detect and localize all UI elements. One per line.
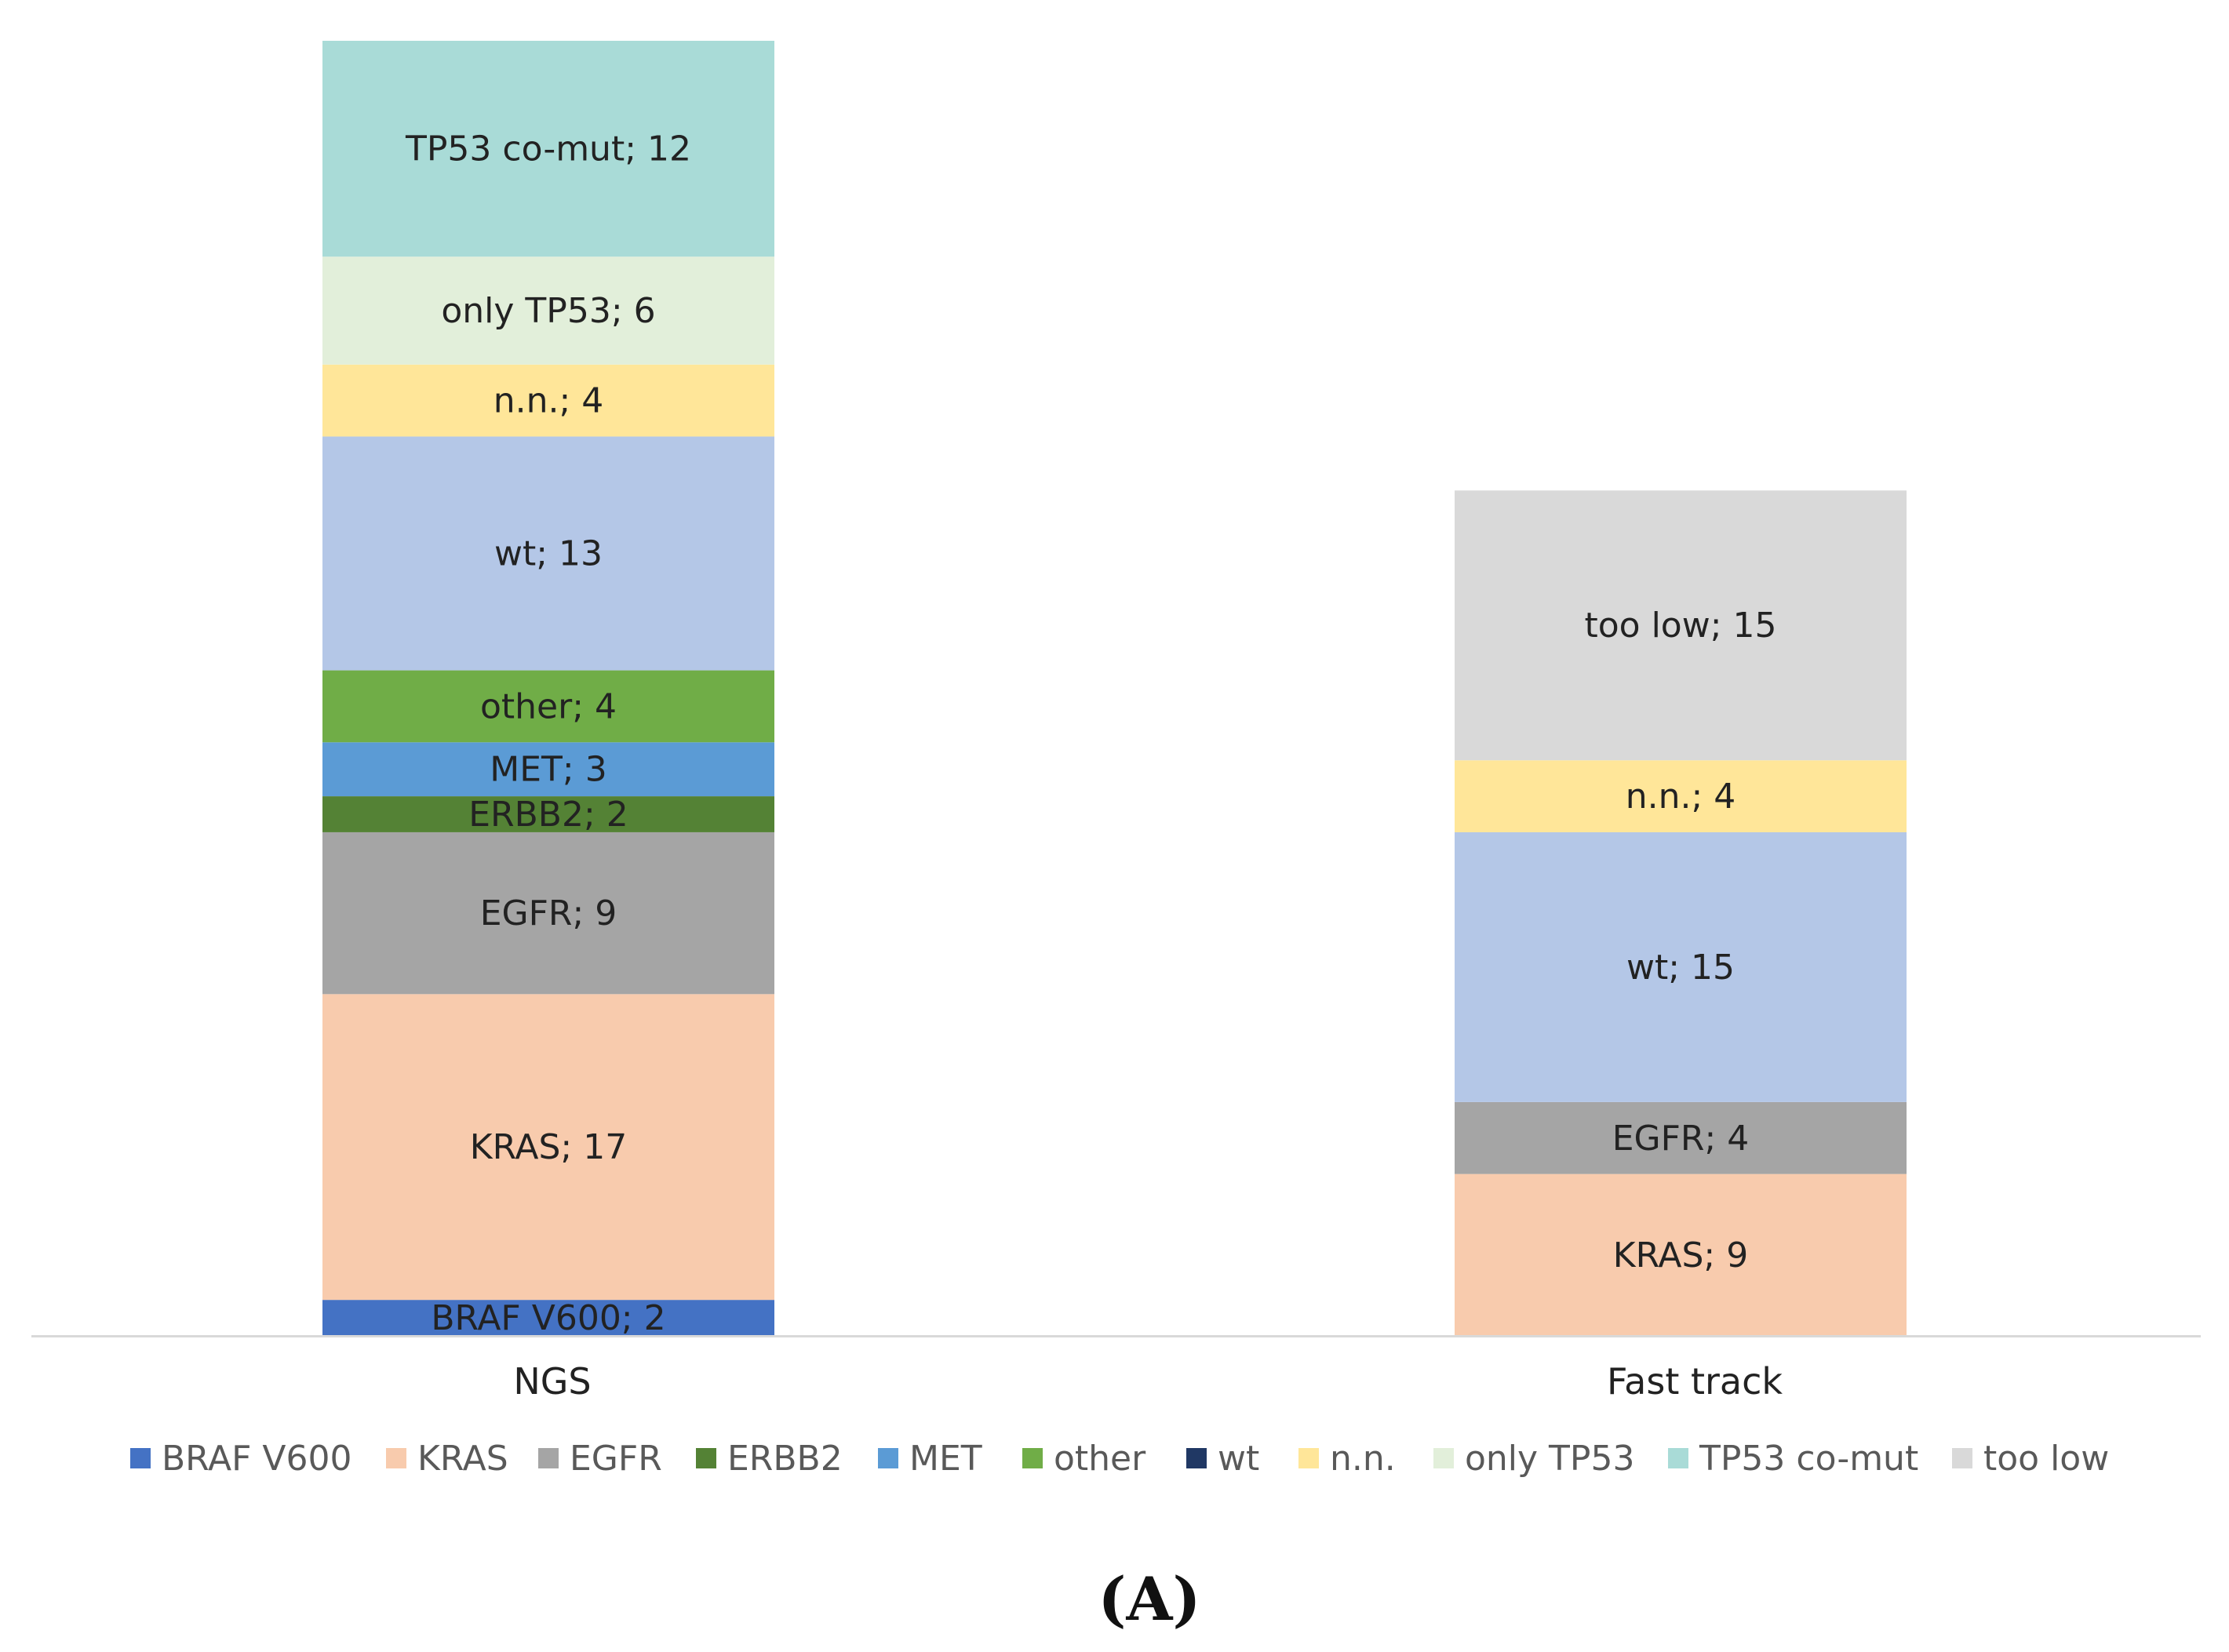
bar-ngs-erbb2: [322, 796, 774, 832]
legend-label-kras: KRAS: [417, 1439, 508, 1479]
legend-label-egfr: EGFR: [570, 1439, 662, 1479]
legend-swatch-kras: [386, 1448, 406, 1468]
segment-label-ngs-kras: KRAS; 17: [470, 1127, 627, 1167]
category-label-ngs: NGS: [513, 1360, 591, 1403]
bar-ngs-egfr: [322, 831, 774, 995]
legend-label-tp53-co-mut: TP53 co-mut: [1699, 1439, 1918, 1479]
legend-swatch-egfr: [538, 1448, 559, 1468]
bar-ngs-other: [322, 670, 774, 743]
legend-swatch-too-low: [1952, 1448, 1972, 1468]
segment-label-ngs-n-n: n.n.; 4: [494, 381, 604, 421]
segment-label-ngs-erbb2: ERBB2; 2: [468, 795, 628, 835]
bar-ngs-n-n: [322, 364, 774, 437]
legend-swatch-only-tp53: [1433, 1448, 1454, 1468]
legend-swatch-tp53-co-mut: [1668, 1448, 1688, 1468]
legend-swatch-other: [1022, 1448, 1043, 1468]
bar-ngs-tp53-co-mut: [322, 41, 774, 257]
bar-fast-track-too-low: [1455, 490, 1907, 761]
segment-label-ngs-other: other; 4: [480, 686, 617, 726]
segment-label-ngs-braf-v600: BRAF V600; 2: [431, 1298, 665, 1338]
bar-fast-track-n-n: [1455, 760, 1907, 832]
segment-label-ngs-met: MET; 3: [490, 750, 606, 790]
segment-label-fast-track-wt: wt; 15: [1626, 948, 1735, 988]
bar-ngs-only-tp53: [322, 257, 774, 365]
segment-label-fast-track-egfr: EGFR; 4: [1612, 1119, 1750, 1159]
segment-label-ngs-only-tp53: only TP53; 6: [441, 291, 655, 331]
segment-label-fast-track-kras: KRAS; 9: [1613, 1235, 1748, 1275]
legend-label-erbb2: ERBB2: [727, 1439, 843, 1479]
legend-label-too-low: too low: [1983, 1439, 2109, 1479]
legend-label-met: MET: [909, 1439, 982, 1479]
legend-swatch-erbb2: [696, 1448, 716, 1468]
legend-label-other: other: [1054, 1439, 1146, 1479]
legend-swatch-n-n: [1298, 1448, 1319, 1468]
bar-fast-track-wt: [1455, 831, 1907, 1102]
segment-label-ngs-wt: wt; 13: [494, 534, 603, 574]
bar-ngs-kras: [322, 994, 774, 1301]
bar-fast-track-egfr: [1455, 1101, 1907, 1174]
legend-label-wt: wt: [1218, 1439, 1259, 1479]
legend-label-braf-v600: BRAF V600: [162, 1439, 351, 1479]
segment-label-ngs-tp53-co-mut: TP53 co-mut; 12: [405, 129, 691, 169]
legend: BRAF V600 KRAS EGFR ERBB2 MET other wt n.n. only…: [130, 1439, 2109, 1479]
bar-ngs-met: [322, 742, 774, 797]
legend-swatch-wt: [1186, 1448, 1207, 1468]
bars: [322, 41, 1907, 1336]
legend-swatch-met: [878, 1448, 898, 1468]
category-labels: NGS Fast track: [513, 1360, 1783, 1403]
segment-label-ngs-egfr: EGFR; 9: [480, 893, 617, 933]
legend-swatch-braf-v600: [130, 1448, 151, 1468]
legend-label-only-tp53: only TP53: [1465, 1439, 1634, 1479]
bar-fast-track-kras: [1455, 1174, 1907, 1336]
legend-label-n-n: n.n.: [1330, 1439, 1396, 1479]
bar-ngs-braf-v600: [322, 1300, 774, 1336]
segment-label-fast-track-too-low: too low; 15: [1584, 606, 1776, 646]
category-label-fast-track: Fast track: [1607, 1360, 1783, 1403]
panel-label: (A): [1098, 1564, 1201, 1634]
segment-labels: BRAF V600; 2 KRAS; 17 EGFR; 9 ERBB2; 2 MET; …: [405, 129, 1777, 1338]
segment-label-fast-track-n-n: n.n.; 4: [1626, 777, 1736, 817]
bar-ngs-wt: [322, 436, 774, 671]
